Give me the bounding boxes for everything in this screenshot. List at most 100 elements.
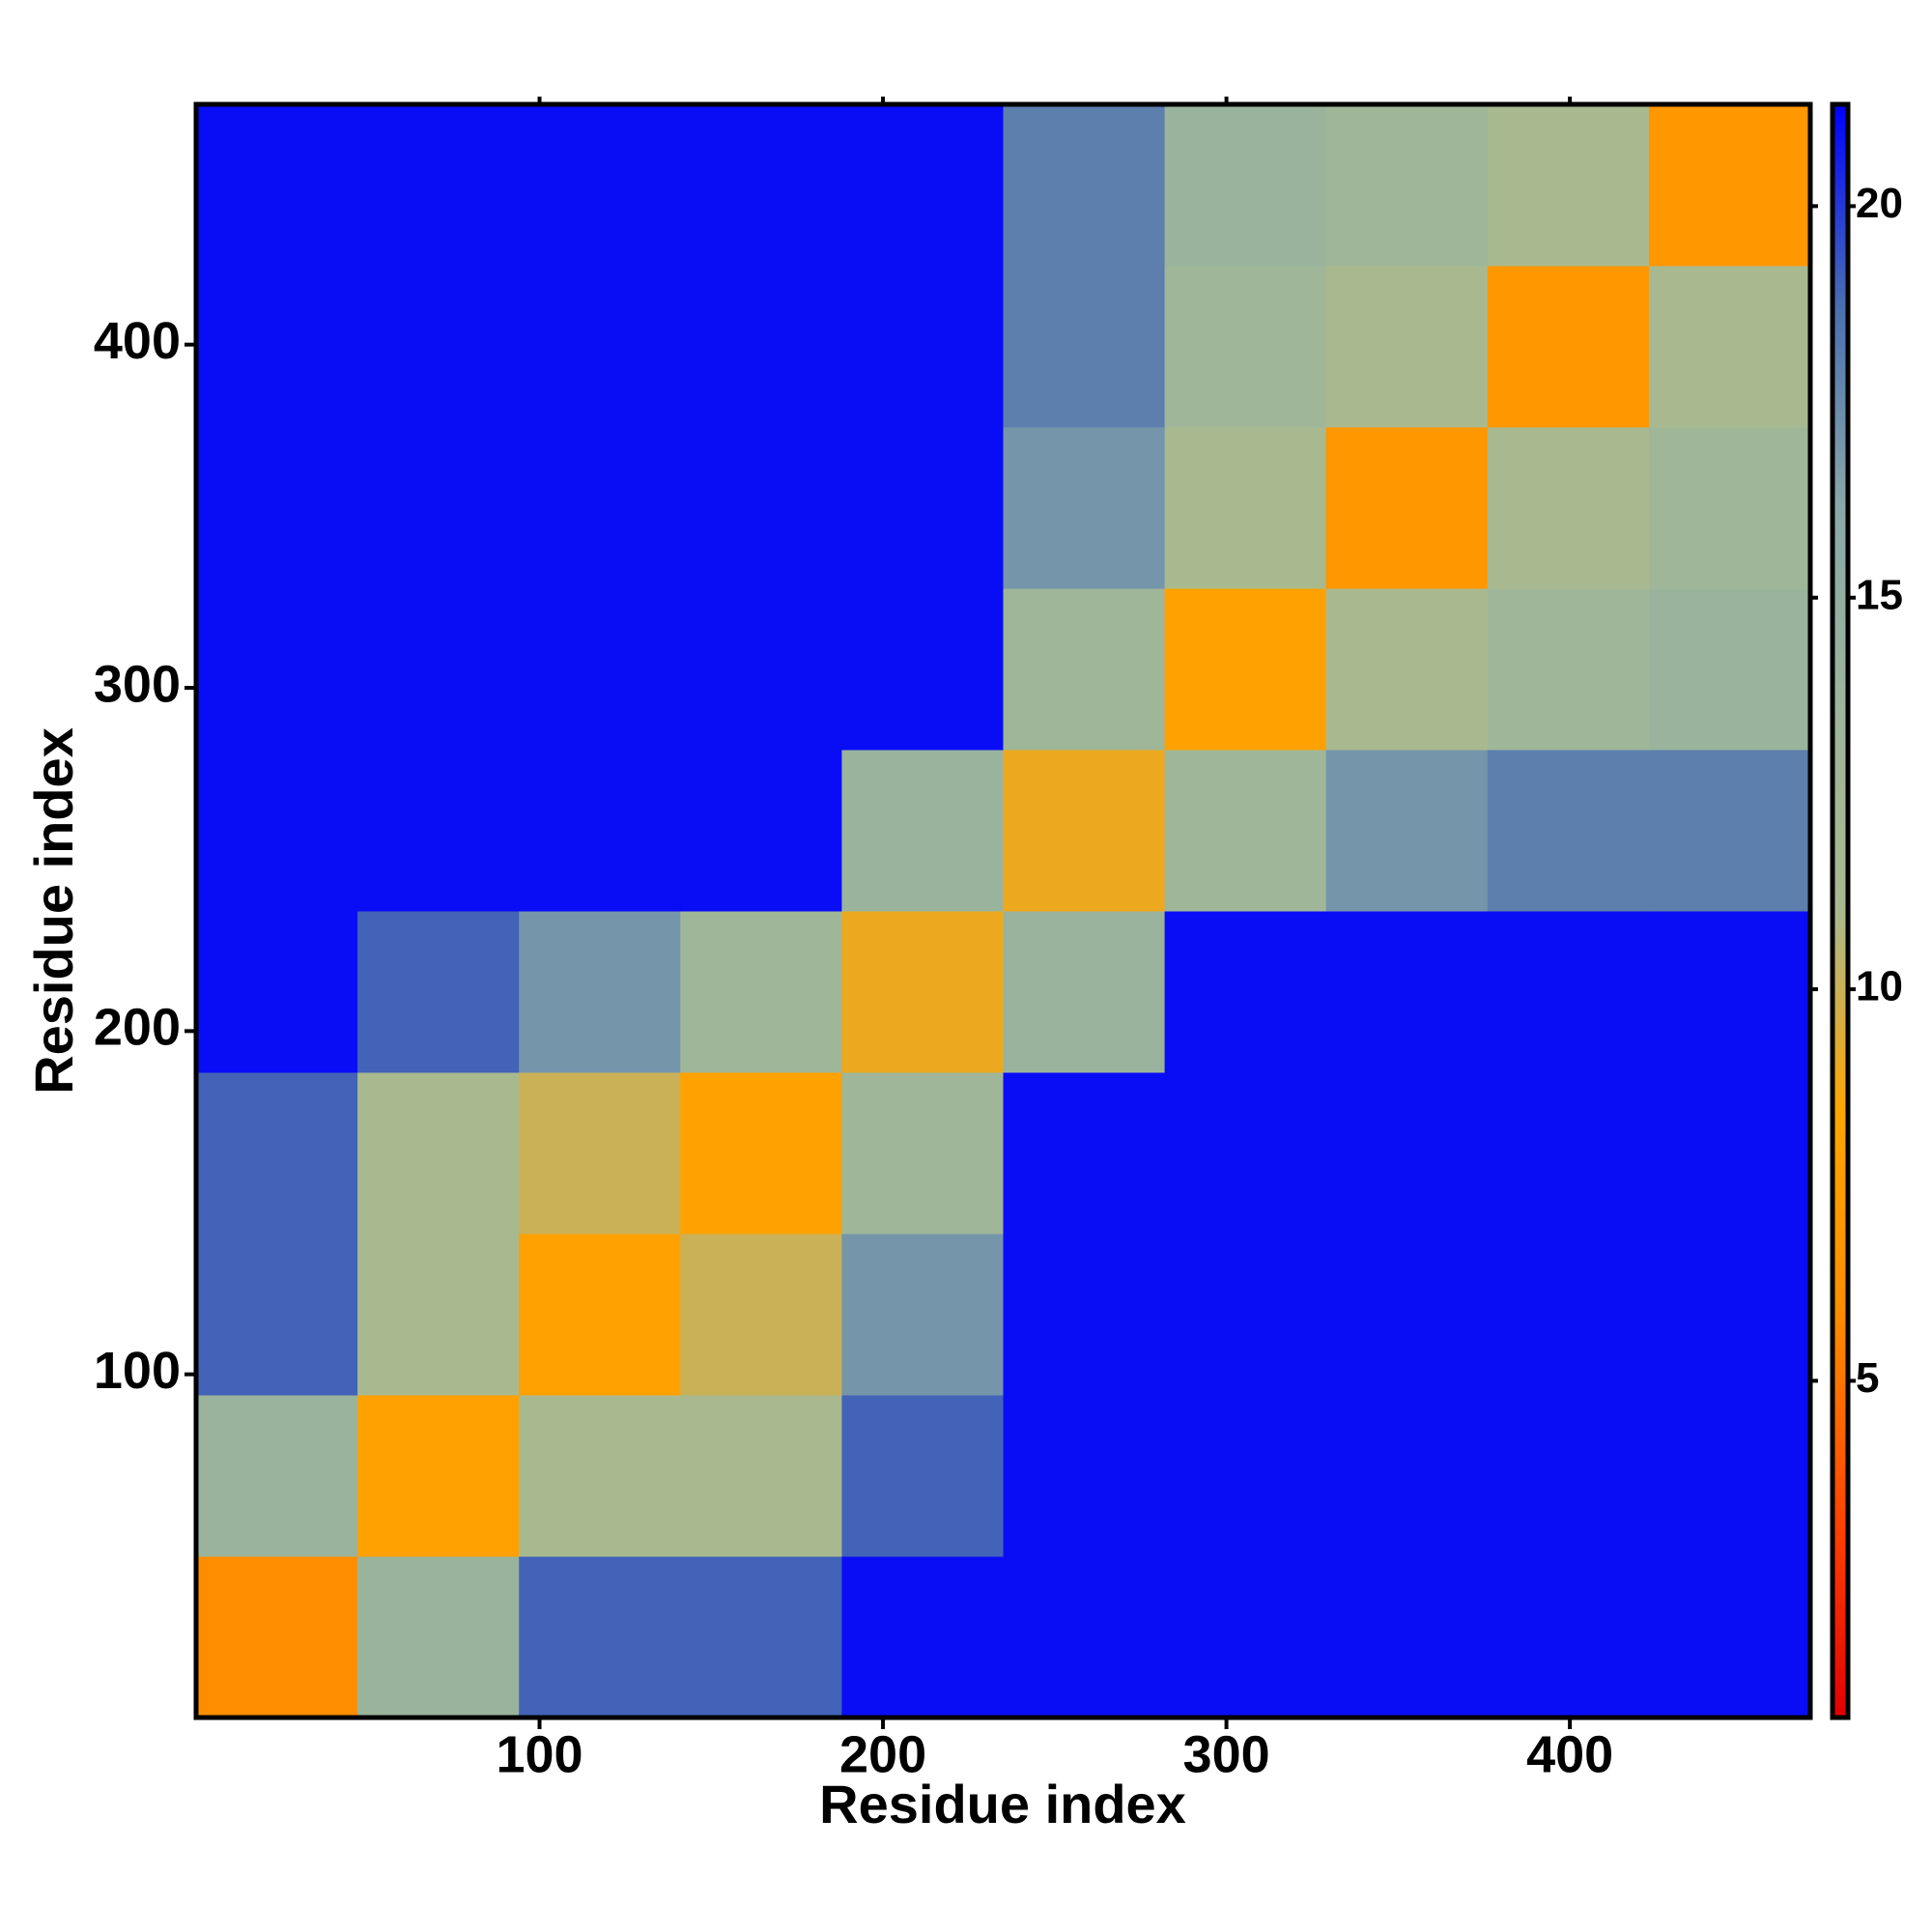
heatmap-cell <box>1003 1234 1166 1396</box>
heatmap-cell <box>1648 1234 1811 1396</box>
x-axis-title: Residue index <box>819 1774 1186 1834</box>
heatmap-cell <box>1648 427 1811 589</box>
heatmap-cell <box>1164 427 1327 589</box>
heatmap-cell <box>1164 588 1327 751</box>
heatmap-cell <box>841 1234 1004 1396</box>
heatmap-cell <box>680 1395 842 1557</box>
heatmap-cell <box>1648 1072 1811 1235</box>
heatmap-cell <box>1648 266 1811 428</box>
heatmap-cell <box>1325 911 1489 1073</box>
heatmap-cell <box>196 266 358 428</box>
heatmap-cell <box>1325 1395 1489 1557</box>
heatmap-cell <box>196 1395 358 1557</box>
heatmap-cell <box>196 104 358 267</box>
heatmap-cell <box>680 750 842 912</box>
heatmap-cell <box>1648 911 1811 1073</box>
x-tick-label: 400 <box>1526 1725 1613 1783</box>
heatmap-cell <box>680 1234 842 1396</box>
heatmap-cell <box>357 588 520 751</box>
heatmap-cell <box>1325 266 1489 428</box>
heatmap-cell <box>1003 1072 1166 1235</box>
heatmap-cell <box>1325 104 1489 267</box>
plot-frame <box>193 101 1813 1720</box>
heatmap-cell <box>357 1556 520 1719</box>
heatmap-cell <box>841 1072 1004 1235</box>
heatmap-cell <box>357 427 520 589</box>
heatmap-cell <box>1325 1234 1489 1396</box>
heatmap-cell <box>1164 104 1327 267</box>
heatmap-cell <box>196 1072 358 1235</box>
y-tick-label: 400 <box>94 312 181 370</box>
heatmap-cell <box>519 1072 681 1235</box>
heatmap-cell <box>1003 266 1166 428</box>
heatmap-cell <box>1003 750 1166 912</box>
heatmap-cell <box>196 588 358 751</box>
heatmap-cell <box>680 1072 842 1235</box>
heatmap-cell <box>1164 1234 1327 1396</box>
heatmap-cell <box>1487 1072 1650 1235</box>
heatmap-cell <box>680 427 842 589</box>
heatmap-cell <box>519 1395 681 1557</box>
heatmap-cell <box>196 427 358 589</box>
heatmap-cell <box>1487 1395 1650 1557</box>
heatmap-cell <box>1325 1072 1489 1235</box>
heatmap-cell <box>1487 1234 1650 1396</box>
heatmap-cell <box>196 750 358 912</box>
heatmap-cell <box>1325 750 1489 912</box>
heatmap-cell <box>519 104 681 267</box>
heatmap-cell <box>357 104 520 267</box>
heatmap-cell <box>519 266 681 428</box>
heatmap-cells <box>196 104 1811 1719</box>
heatmap-cell <box>1648 750 1811 912</box>
heatmap-cell <box>1164 1072 1327 1235</box>
heatmap-cell <box>1003 911 1166 1073</box>
heatmap-cell <box>1164 911 1327 1073</box>
heatmap-cell <box>1648 588 1811 751</box>
heatmap-cell <box>357 750 520 912</box>
heatmap-cell <box>1003 104 1166 267</box>
heatmap-cell <box>196 1234 358 1396</box>
heatmap-cell <box>841 427 1004 589</box>
heatmap-cell <box>1648 104 1811 267</box>
heatmap-cell <box>841 588 1004 751</box>
heatmap-cell <box>1003 427 1166 589</box>
heatmap-cell <box>519 588 681 751</box>
heatmap-cell <box>519 911 681 1073</box>
heatmap-cell <box>1003 588 1166 751</box>
heatmap-cell <box>357 911 520 1073</box>
heatmap-cell <box>519 1234 681 1396</box>
heatmap-cell <box>841 266 1004 428</box>
heatmap-cell <box>680 104 842 267</box>
heatmap-cell <box>1325 1556 1489 1719</box>
heatmap-cell <box>1164 1556 1327 1719</box>
heatmap-cell <box>357 1072 520 1235</box>
heatmap-cell <box>1003 1556 1166 1719</box>
heatmap-cell <box>841 1395 1004 1557</box>
heatmap-cell <box>1648 1556 1811 1719</box>
heatmap-cell <box>841 104 1004 267</box>
heatmap-cell <box>680 266 842 428</box>
heatmap-cell <box>357 1395 520 1557</box>
heatmap-cell <box>1487 266 1650 428</box>
heatmap-cell <box>1648 1395 1811 1557</box>
heatmap-cell <box>1487 588 1650 751</box>
heatmap-cell <box>1164 1395 1327 1557</box>
y-tick-label: 300 <box>94 655 181 713</box>
x-tick-label: 300 <box>1183 1725 1270 1783</box>
y-tick-label: 100 <box>94 1342 181 1400</box>
heatmap-cell <box>1487 104 1650 267</box>
heatmap-cell <box>1487 911 1650 1073</box>
heatmap-cell <box>519 750 681 912</box>
heatmap-cell <box>841 750 1004 912</box>
colorbar <box>1830 101 1851 1720</box>
y-tick-label: 200 <box>94 999 181 1057</box>
y-axis-title: Residue index <box>23 727 84 1094</box>
heatmap-cell <box>841 1556 1004 1719</box>
heatmap-cell <box>1487 427 1650 589</box>
heatmap-cell <box>680 911 842 1073</box>
heatmap-cell <box>1487 1556 1650 1719</box>
colorbar-tick-label: 5 <box>1856 1354 1879 1402</box>
heatmap-cell <box>1003 1395 1166 1557</box>
heatmap-cell <box>196 911 358 1073</box>
